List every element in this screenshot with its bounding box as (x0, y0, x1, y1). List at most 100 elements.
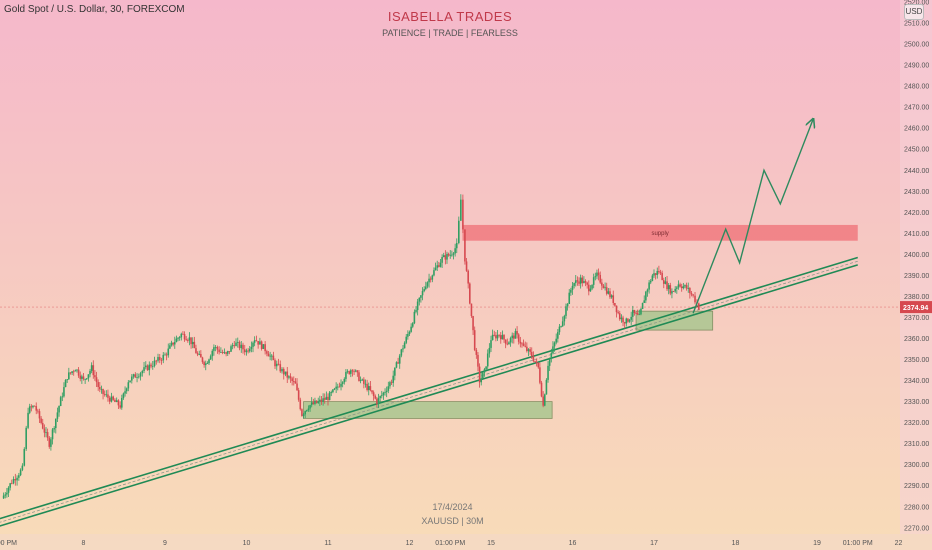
y-tick-label: 2480.00 (904, 84, 929, 91)
candle-body (323, 398, 326, 400)
candle-body (150, 364, 152, 367)
candle-body (182, 333, 184, 335)
candle-body (420, 295, 422, 298)
last-price-tag[interactable] (900, 301, 932, 314)
candle-body (102, 389, 104, 395)
candle-body (27, 412, 29, 428)
candle-body (162, 354, 165, 361)
candle-body (426, 282, 429, 287)
candle-body (661, 273, 663, 281)
candle-body (255, 340, 258, 342)
candle-body (384, 392, 386, 393)
demand-zone-1[interactable] (303, 401, 553, 419)
candle-body (467, 270, 469, 284)
candle-body (230, 346, 232, 352)
symbol-title[interactable]: Gold Spot / U.S. Dollar, 30, FOREXCOM (4, 4, 185, 15)
candle-body (390, 382, 393, 384)
candle-body (490, 340, 492, 348)
candle-body (622, 317, 624, 323)
candle-body (446, 253, 448, 260)
candle-body (56, 412, 59, 419)
time-axis[interactable] (0, 534, 932, 550)
trendline-lower[interactable] (0, 264, 858, 528)
candle-body (630, 316, 632, 320)
y-tick-label: 2450.00 (904, 147, 929, 154)
candle-body (367, 386, 370, 391)
candle-body (269, 355, 271, 357)
candle-body (307, 408, 310, 411)
candle-body (615, 305, 618, 313)
candle-body (358, 372, 360, 381)
candle-body (346, 371, 349, 373)
candle-body (58, 406, 60, 413)
candle-body (470, 303, 473, 317)
brand-tagline: PATIENCE | TRADE | FEARLESS (382, 28, 518, 38)
x-tick-label: 9 (163, 540, 167, 547)
candle-body (451, 254, 453, 256)
candle-body (335, 386, 337, 389)
candle-body (431, 275, 434, 280)
candle-body (72, 371, 75, 373)
candle-body (247, 350, 249, 352)
trendline-upper[interactable] (0, 256, 858, 521)
candle-body (294, 381, 297, 384)
candle-body (28, 406, 31, 413)
candle-body (144, 365, 147, 368)
candle-body (576, 280, 579, 282)
candle-body (309, 405, 311, 409)
candle-body (206, 363, 209, 364)
currency-button[interactable]: USD (904, 4, 924, 20)
price-axis[interactable] (900, 0, 932, 534)
candle-body (433, 270, 435, 276)
candle-body (698, 303, 700, 310)
candle-body (353, 371, 355, 373)
candle-body (228, 351, 231, 352)
y-tick-label: 2270.00 (904, 525, 929, 532)
candle-body (645, 291, 647, 301)
candle-body (131, 376, 133, 381)
candle-body (557, 332, 559, 339)
candle-body (191, 341, 194, 345)
x-tick-label: 01:00 PM (843, 540, 873, 547)
projection-arrow[interactable] (692, 120, 813, 314)
candle-body (635, 313, 637, 314)
candle-body (6, 492, 8, 495)
candle-body (643, 300, 646, 303)
candle-body (87, 374, 90, 379)
candle-body (345, 371, 347, 379)
candle-body (188, 337, 191, 341)
x-tick-label: 11 (324, 540, 331, 547)
candle-body (238, 341, 241, 349)
x-tick-label: 18 (732, 540, 740, 547)
candle-body (110, 396, 113, 402)
candle-body (100, 389, 103, 390)
candle-body (472, 316, 474, 331)
y-tick-label: 2280.00 (904, 504, 929, 511)
supply-zone[interactable] (462, 224, 858, 241)
candle-body (95, 377, 98, 383)
candle-body (522, 343, 525, 346)
candle-body (628, 319, 631, 322)
candle-body (377, 398, 380, 405)
candle-body (112, 396, 114, 400)
candle-body (403, 342, 406, 349)
candle-body (607, 291, 610, 294)
candle-body (413, 311, 416, 324)
candle-body (553, 342, 556, 347)
candle-body (692, 294, 694, 296)
candle-body (407, 334, 409, 337)
candle-body (488, 347, 491, 354)
candle-body (172, 342, 174, 345)
candle-body (545, 379, 548, 395)
candle-body (38, 411, 41, 419)
candle-body (498, 334, 500, 336)
candle-body (511, 335, 513, 339)
candle-body (236, 341, 239, 343)
candle-body (397, 362, 399, 364)
candle-body (155, 360, 158, 362)
candle-body (79, 375, 82, 379)
candle-body (540, 382, 543, 397)
supply-zone-label: supply (651, 231, 668, 237)
